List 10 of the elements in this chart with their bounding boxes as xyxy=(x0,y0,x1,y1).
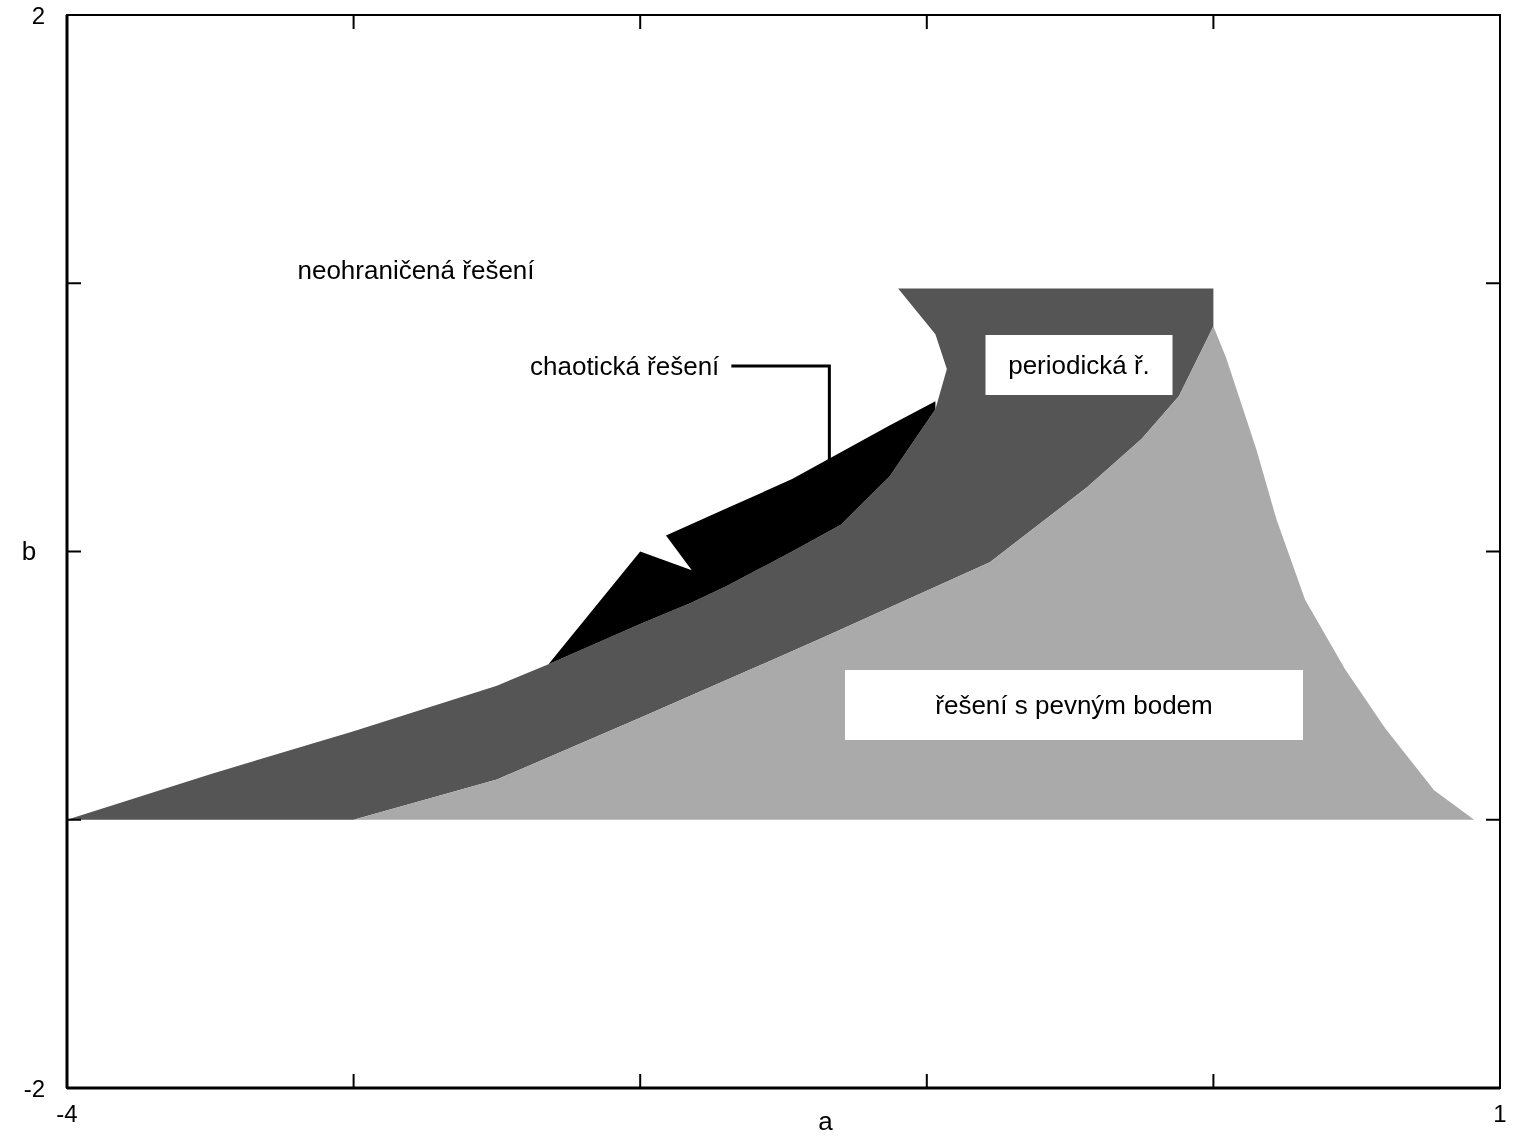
annotation: neohraničená řešení xyxy=(297,255,536,285)
annotation: chaotická řešení xyxy=(530,350,721,381)
annotation: řešení s pevným bodem xyxy=(935,690,1213,720)
annotation: periodická ř. xyxy=(1008,350,1150,380)
x-tick-label: -4 xyxy=(56,1100,78,1127)
y-tick-label: 2 xyxy=(31,2,45,29)
y-axis-title: b xyxy=(21,535,37,566)
x-axis-title: a xyxy=(818,1106,834,1136)
x-tick-label: 1 xyxy=(1493,1100,1507,1127)
y-tick-label: -2 xyxy=(23,1075,45,1102)
